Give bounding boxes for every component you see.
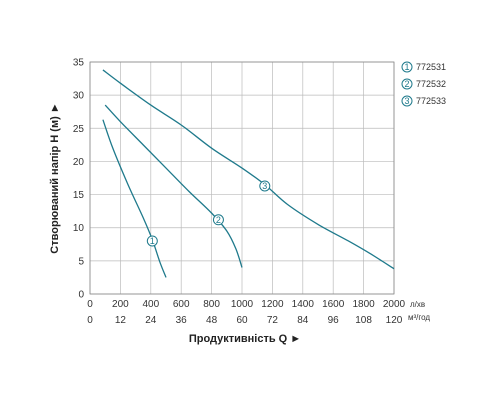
legend-label: 772531: [416, 62, 446, 72]
grid: [89, 61, 395, 295]
series-line-772531: [102, 119, 167, 278]
curve-marker-label: 1: [150, 236, 155, 246]
x-unit-primary: л/хв: [410, 300, 425, 309]
x-tick-label-secondary: 96: [328, 315, 340, 326]
legend-marker-number: 1: [404, 62, 409, 72]
x-unit-secondary: м³/год: [408, 313, 430, 322]
x-tick-label-secondary: 24: [145, 315, 157, 326]
y-axis-title: Створюваний напір H (м) ►: [49, 102, 61, 253]
curve-marker-label: 3: [262, 181, 267, 191]
legend: 1 772531 2 772532 3 772533: [401, 61, 446, 107]
series-lines: [102, 69, 395, 278]
series-markers: 1 2 3: [146, 180, 271, 247]
legend-marker: [401, 61, 413, 73]
x-tick-label: 600: [173, 299, 190, 310]
y-tick-label: 35: [73, 58, 85, 69]
curve-marker-2: [212, 214, 224, 226]
y-axis-ticks: 0 5 10 15 20 25 30 35: [73, 58, 85, 301]
y-tick-label: 5: [78, 256, 84, 267]
series-line-772533: [102, 69, 395, 270]
x-tick-label: 1200: [261, 299, 284, 310]
x-tick-label-secondary: 48: [206, 315, 218, 326]
x-tick-label: 400: [142, 299, 159, 310]
x-tick-label: 800: [203, 299, 220, 310]
x-tick-label: 1800: [352, 299, 375, 310]
x-tick-label: 2000: [383, 299, 406, 310]
x-tick-label: 200: [112, 299, 129, 310]
x-axis-ticks-primary: 0 200 400 600 800 1000 1200 1400 1600 1800 2000: [87, 299, 405, 310]
x-tick-label: 1400: [292, 299, 315, 310]
x-tick-label-secondary: 108: [355, 315, 372, 326]
x-axis-title: Продуктивність Q ►: [189, 333, 301, 345]
curve-marker-label: 2: [216, 215, 221, 225]
y-tick-label: 10: [73, 223, 85, 234]
curve-marker-3: [259, 180, 271, 192]
y-tick-label: 25: [73, 124, 85, 135]
legend-marker-number: 3: [404, 96, 409, 106]
plot-area-frame: [89, 61, 395, 295]
plot-frame: [89, 61, 395, 295]
legend-marker-number: 2: [404, 79, 409, 89]
x-tick-label-secondary: 84: [297, 315, 309, 326]
legend-label: 772532: [416, 79, 446, 89]
x-tick-label-secondary: 72: [267, 315, 279, 326]
x-tick-label: 0: [87, 299, 93, 310]
legend-label: 772533: [416, 96, 446, 106]
x-tick-label: 1000: [231, 299, 254, 310]
x-axis-ticks-secondary: 0 12 24 36 48 60 72 84 96 108 120: [87, 315, 403, 326]
y-tick-label: 0: [78, 290, 84, 301]
legend-marker: [401, 78, 413, 90]
x-tick-label-secondary: 120: [386, 315, 403, 326]
y-tick-label: 15: [73, 190, 85, 201]
series-line-772532: [104, 104, 243, 268]
x-tick-label-secondary: 0: [87, 315, 93, 326]
x-tick-label-secondary: 36: [176, 315, 188, 326]
x-tick-label: 1600: [322, 299, 345, 310]
x-tick-label-secondary: 12: [115, 315, 127, 326]
x-tick-label-secondary: 60: [236, 315, 248, 326]
y-tick-label: 30: [73, 91, 85, 102]
curve-marker-1: [146, 235, 158, 247]
legend-marker: [401, 95, 413, 107]
y-tick-label: 20: [73, 157, 85, 168]
